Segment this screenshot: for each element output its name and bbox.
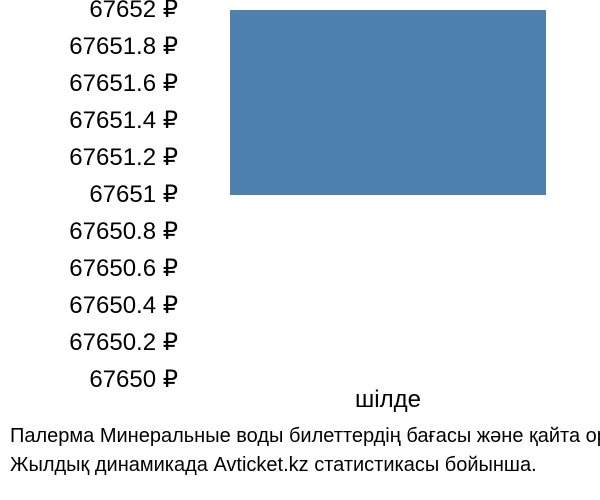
chart-container: 67650 ₽ 67650.2 ₽ 67650.4 ₽ 67650.6 ₽ 67650.… <box>10 10 590 400</box>
y-tick-label: 67651.4 ₽ <box>10 109 178 133</box>
y-tick-label: 67651.6 ₽ <box>10 72 178 96</box>
caption-line-1: Палерма Минеральные воды билеттердің бағ… <box>10 422 590 451</box>
y-tick-label: 67650.8 ₽ <box>10 220 178 244</box>
x-tick-label: шілде <box>355 386 421 414</box>
caption: Палерма Минеральные воды билеттердің бағ… <box>10 422 590 480</box>
bar <box>230 10 545 195</box>
y-tick-label: 67651.2 ₽ <box>10 146 178 170</box>
y-tick-label: 67651 ₽ <box>10 183 178 207</box>
caption-line-2: Жылдық динамикада Avticket.kz статистика… <box>10 451 590 480</box>
y-tick-label: 67650.4 ₽ <box>10 294 178 318</box>
y-tick-label: 67650.2 ₽ <box>10 331 178 355</box>
y-tick-label: 67650 ₽ <box>10 368 178 392</box>
y-tick-label: 67651.8 ₽ <box>10 35 178 59</box>
y-tick-label: 67650.6 ₽ <box>10 257 178 281</box>
plot-area: шілде <box>186 10 590 380</box>
y-tick-label: 67652 ₽ <box>10 0 178 22</box>
y-axis: 67650 ₽67650.2 ₽67650.4 ₽67650.6 ₽67650.… <box>10 10 186 380</box>
